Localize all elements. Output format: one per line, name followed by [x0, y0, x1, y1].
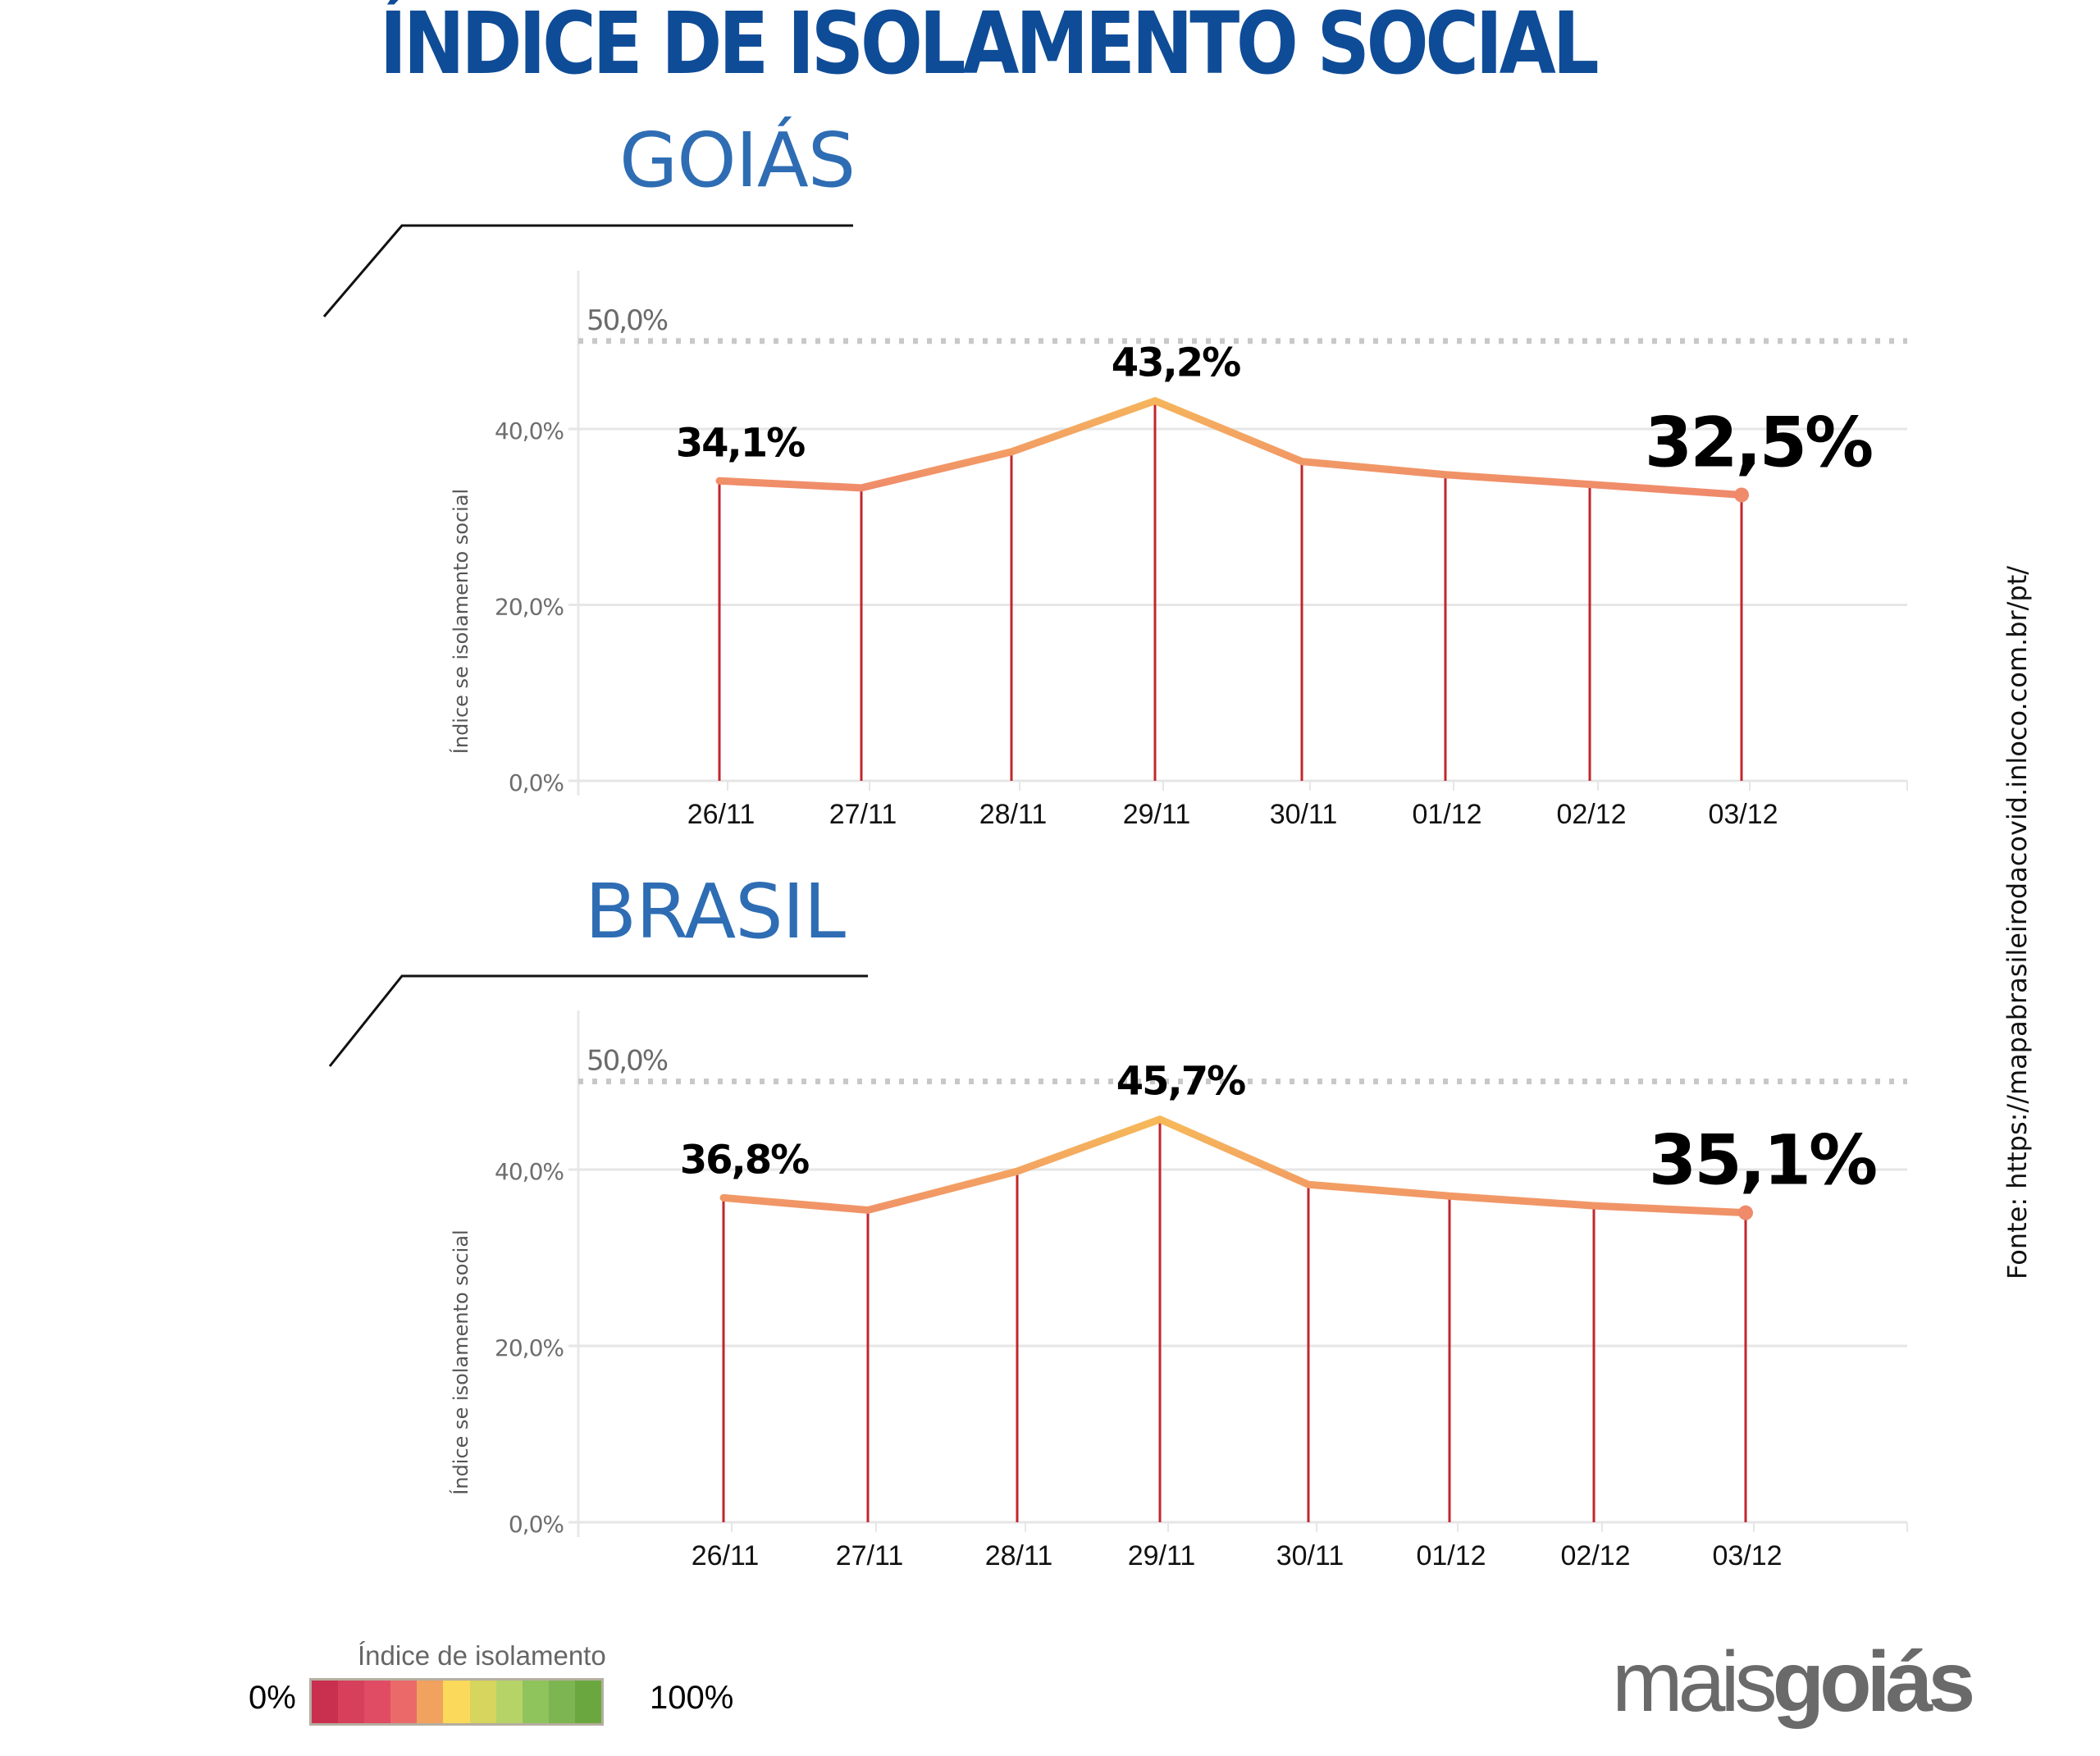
- legend-swatch: [312, 1681, 339, 1723]
- logo-part-mais: mais: [1612, 1635, 1778, 1730]
- y-tick-label: 0,0%: [509, 769, 564, 796]
- goias-decor-line: [322, 224, 853, 317]
- goias-chart: 0,0% 20,0% 40,0% 50,0% Índice se isolamento …: [449, 271, 1908, 830]
- brasil-section-title: BRASIL: [585, 868, 846, 956]
- x-tick-label: 01/12: [1412, 799, 1481, 830]
- reference-line-label: 50,0%: [587, 304, 668, 337]
- data-point: [716, 477, 723, 484]
- x-tick-label: 26/11: [692, 1540, 760, 1571]
- data-point: [1591, 1202, 1597, 1209]
- x-tick-label: 30/11: [1270, 799, 1338, 830]
- data-label: 45,7%: [1116, 1059, 1245, 1105]
- end-point-marker: [1738, 1205, 1753, 1220]
- y-tick-label: 20,0%: [495, 1334, 564, 1361]
- data-point: [865, 1206, 871, 1213]
- x-tick-label: 03/12: [1708, 799, 1778, 830]
- main-title: ÍNDICE DE ISOLAMENTO SOCIAL: [379, 0, 1600, 94]
- data-point: [858, 485, 865, 491]
- brasil-decor-line: [328, 974, 868, 1067]
- brasil-chart: 0,0% 20,0% 40,0% 50,0% Índice se isolamento …: [449, 1010, 1908, 1571]
- y-tick-label: 0,0%: [509, 1511, 564, 1538]
- end-point-marker: [1734, 487, 1749, 503]
- legend-min-label: 0%: [249, 1680, 296, 1716]
- x-tick-label: 02/12: [1560, 1540, 1630, 1571]
- data-point: [1442, 472, 1449, 478]
- data-point: [1586, 481, 1593, 488]
- data-point: [1299, 458, 1305, 465]
- goias-section-title: GOIÁS: [619, 116, 856, 204]
- data-label: 43,2%: [1112, 340, 1240, 386]
- reference-line-label: 50,0%: [587, 1045, 668, 1078]
- data-point: [1014, 1168, 1020, 1174]
- x-tick-label: 02/12: [1556, 799, 1626, 830]
- legend-swatch: [469, 1681, 496, 1723]
- data-point: [1305, 1181, 1312, 1188]
- legend-swatch: [417, 1681, 444, 1723]
- x-tick-label: 29/11: [1123, 799, 1191, 830]
- x-tick-label: 27/11: [829, 799, 897, 830]
- data-point: [1738, 491, 1745, 498]
- data-point: [1152, 398, 1158, 404]
- x-tick-label: 29/11: [1128, 1540, 1196, 1571]
- legend-title: Índice de isolamento: [358, 1640, 606, 1671]
- x-tick-label: 01/12: [1416, 1540, 1486, 1571]
- data-point: [1446, 1193, 1453, 1199]
- legend-swatch: [443, 1681, 470, 1723]
- data-point: [720, 1194, 727, 1201]
- legend-max-label: 100%: [650, 1680, 734, 1716]
- x-tick-label: 30/11: [1276, 1540, 1344, 1571]
- x-tick-label: 28/11: [985, 1540, 1053, 1571]
- source-note: Fonte: https://mapabrasileirodacovid.inl…: [2002, 565, 2033, 1279]
- legend-swatch: [338, 1681, 365, 1723]
- data-point: [1008, 449, 1015, 455]
- data-label: 32,5%: [1645, 402, 1872, 482]
- legend-color-scale: [309, 1678, 604, 1726]
- logo-part-goias: goiás: [1772, 1635, 1976, 1730]
- y-axis-title: Índice se isolamento social: [449, 489, 472, 754]
- legend-swatch: [390, 1681, 418, 1723]
- legend-swatch: [364, 1681, 391, 1723]
- data-point: [1157, 1116, 1163, 1123]
- y-tick-label: 40,0%: [495, 417, 564, 445]
- data-label: 34,1%: [676, 420, 805, 466]
- data-label: 36,8%: [680, 1137, 809, 1183]
- maisgoias-logo: maisgoiás: [1612, 1634, 1976, 1731]
- data-point: [1742, 1210, 1749, 1216]
- x-tick-label: 26/11: [687, 799, 756, 830]
- series-line: [719, 1115, 1750, 1217]
- x-tick-label: 27/11: [836, 1540, 904, 1571]
- x-tick-label: 28/11: [979, 799, 1048, 830]
- y-tick-label: 20,0%: [495, 594, 564, 621]
- data-label: 35,1%: [1649, 1120, 1876, 1201]
- legend-swatch: [548, 1681, 575, 1723]
- legend-swatch: [495, 1681, 523, 1723]
- y-tick-label: 40,0%: [495, 1158, 564, 1185]
- series-line: [715, 397, 1746, 499]
- x-tick-label: 03/12: [1712, 1540, 1782, 1571]
- legend-swatch: [574, 1681, 602, 1723]
- legend-swatch: [522, 1681, 549, 1723]
- y-axis-title: Índice se isolamento social: [449, 1229, 472, 1494]
